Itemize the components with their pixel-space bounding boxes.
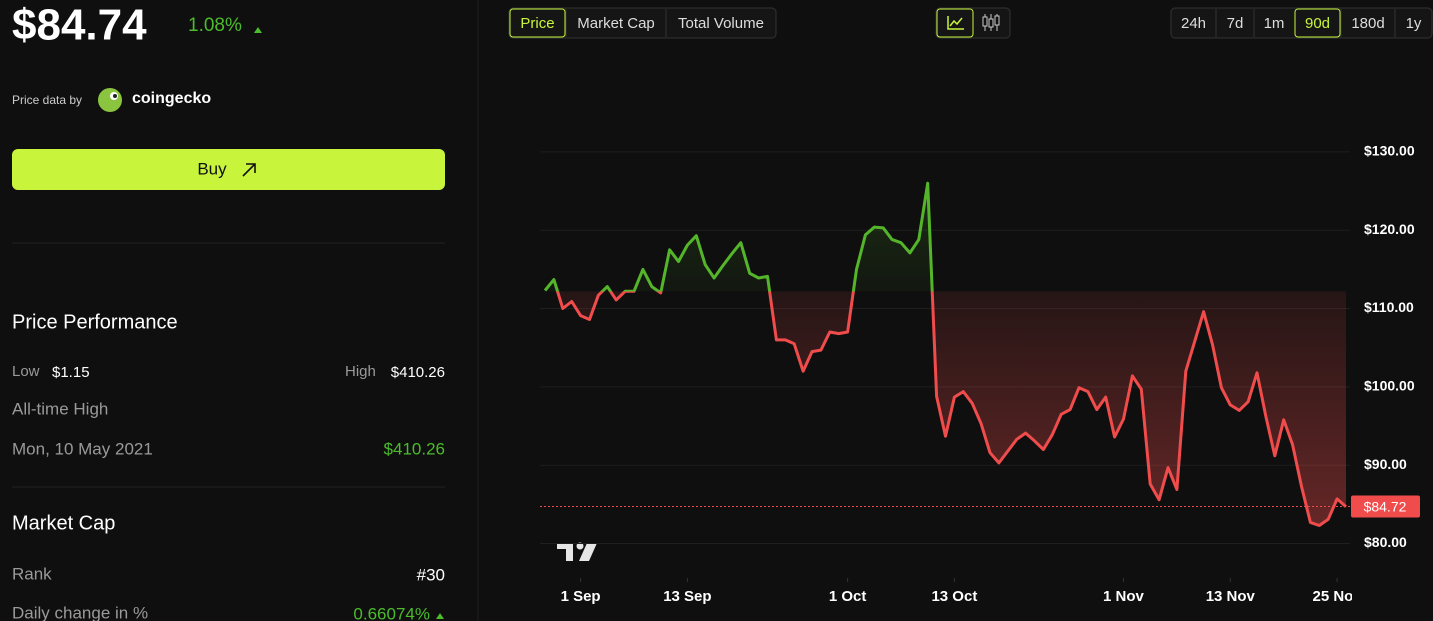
- high-value: $410.26: [391, 364, 445, 381]
- buy-icon[interactable]: [242, 163, 256, 177]
- price-line: [543, 181, 1347, 527]
- candle-icon[interactable]: [982, 16, 988, 27]
- x-tick-label: 13 Oct: [931, 588, 977, 605]
- range-tab[interactable]: 1m: [1264, 15, 1285, 32]
- x-tick-label: 13 Nov: [1206, 588, 1256, 605]
- range-tab[interactable]: 1y: [1406, 15, 1422, 32]
- metric-tab[interactable]: Price: [520, 15, 554, 32]
- rank-value: #30: [417, 565, 445, 584]
- x-tick-label: 25 Nov: [1312, 588, 1362, 605]
- range-tab[interactable]: 180d: [1351, 15, 1384, 32]
- gecko-logo: [98, 88, 122, 112]
- line-icon[interactable]: [947, 16, 964, 30]
- rank-label: Rank: [12, 564, 52, 583]
- metric-tab[interactable]: Total Volume: [678, 15, 764, 32]
- range-tab-group: [1170, 7, 1433, 39]
- line-chart-button[interactable]: [936, 8, 974, 38]
- price: $84.74: [12, 1, 147, 50]
- y-tick-label: $120.00: [1364, 221, 1415, 237]
- buy-button[interactable]: [12, 149, 445, 190]
- source-name: coingecko: [132, 90, 211, 107]
- y-tick-label: $100.00: [1364, 378, 1415, 394]
- buy-label[interactable]: Buy: [197, 159, 227, 178]
- x-tick-label: 13 Sep: [663, 588, 711, 605]
- candle-icon[interactable]: [994, 15, 1000, 26]
- metric-tab-group: [508, 7, 777, 39]
- section-title: Market Cap: [12, 512, 115, 534]
- x-tick-label: 1 Oct: [829, 588, 867, 605]
- ath-date: Mon, 10 May 2021: [12, 439, 153, 458]
- daily-value: 0.66074%: [353, 604, 430, 621]
- source-label: Price data by: [12, 93, 82, 107]
- y-tick-label: $130.00: [1364, 143, 1415, 159]
- current-price-badge: [1351, 495, 1420, 518]
- plot: 1 Sep 13 Sep 1 Oct 13 Oct 1 Nov 13 Nov 25 Nov: [561, 578, 1362, 605]
- candle-icon[interactable]: [988, 18, 994, 28]
- low-value: $1.15: [52, 364, 90, 381]
- low-label: Low: [12, 363, 40, 380]
- y-tick-label: $90.00: [1364, 456, 1407, 472]
- price-area: [544, 183, 1346, 526]
- watermark: [557, 543, 597, 561]
- current-price-label: $84.72: [1364, 498, 1407, 514]
- gecko-pupil: [113, 94, 117, 98]
- range-tab[interactable]: 7d: [1227, 15, 1244, 32]
- ath-value: $410.26: [384, 439, 445, 458]
- range-tab-active[interactable]: [1294, 8, 1341, 38]
- section-title: Price Performance: [12, 311, 178, 333]
- up-arrow: [436, 613, 444, 619]
- metric-tab[interactable]: Market Cap: [577, 15, 655, 32]
- y-tick-label: $80.00: [1364, 534, 1407, 550]
- watermark: [576, 542, 584, 550]
- range-tab[interactable]: 24h: [1181, 15, 1206, 32]
- ath-label: All-time High: [12, 399, 108, 418]
- up-arrow: [254, 27, 262, 33]
- daily-label: Daily change in %: [12, 603, 148, 621]
- price-change: 1.08%: [188, 15, 242, 36]
- y-tick-label: $110.00: [1364, 299, 1414, 315]
- metric-tab-active[interactable]: [509, 8, 566, 38]
- x-tick-label: 1 Nov: [1103, 588, 1145, 605]
- high-label: High: [345, 363, 376, 380]
- range-tab[interactable]: 90d: [1305, 15, 1330, 32]
- x-tick-label: 1 Sep: [561, 588, 601, 605]
